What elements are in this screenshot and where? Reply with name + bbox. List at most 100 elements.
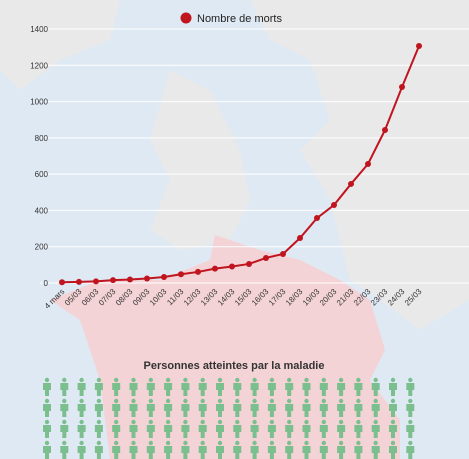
point xyxy=(76,278,82,285)
point xyxy=(263,254,269,261)
person-icon-head xyxy=(269,419,275,425)
person-icon-body xyxy=(406,383,415,396)
person-icon-head xyxy=(252,398,257,404)
person-icon-head xyxy=(183,398,188,404)
person-icon-head xyxy=(114,398,119,404)
point xyxy=(144,275,150,282)
person-icon-head xyxy=(148,440,153,446)
person-icon-body xyxy=(406,404,415,417)
person-icon-head xyxy=(269,377,275,383)
person-icon-head xyxy=(321,398,326,404)
point xyxy=(314,215,320,222)
point xyxy=(195,268,201,275)
person-icon-head xyxy=(114,419,119,425)
person-icon-head xyxy=(373,398,378,404)
person-icon-head xyxy=(235,398,240,404)
person-icon-body xyxy=(181,446,190,459)
person-icon-head xyxy=(408,440,413,446)
person-icon-head xyxy=(217,377,223,383)
person-icon-head xyxy=(321,377,326,383)
person-icon-head xyxy=(44,440,50,446)
person-icon-head xyxy=(321,419,326,425)
france xyxy=(50,235,400,459)
person-icon-body xyxy=(146,446,155,459)
person-icon-head xyxy=(356,377,361,383)
person-icon-head xyxy=(165,398,171,404)
person-icon-body xyxy=(250,446,259,459)
person-icon-body xyxy=(146,383,155,396)
person-icon-body xyxy=(112,404,121,417)
person-icon-body xyxy=(371,446,380,459)
y-tick-label: 1400 xyxy=(30,25,48,34)
point xyxy=(382,127,388,134)
person-icon-body xyxy=(371,404,380,417)
y-tick-label: 1200 xyxy=(30,61,48,70)
person-icon-head xyxy=(373,419,378,425)
person-icon-body xyxy=(337,404,346,417)
person-icon-head xyxy=(338,440,344,446)
person-icon-head xyxy=(148,398,153,404)
person-icon-head xyxy=(165,419,171,425)
person-icon-head xyxy=(44,377,50,383)
person-icon-head xyxy=(408,419,413,425)
person-icon-head xyxy=(131,419,136,425)
person-icon-body xyxy=(302,383,311,396)
person-icon-head xyxy=(373,377,378,383)
person-icon-body xyxy=(354,446,363,459)
person-icon-body xyxy=(60,404,69,417)
person-icon-head xyxy=(62,377,67,383)
person-icon-body xyxy=(216,425,224,438)
person-icon-head xyxy=(235,377,240,383)
person-icon-head xyxy=(338,377,344,383)
person-icon-body xyxy=(112,425,121,438)
person-icon-head xyxy=(252,377,257,383)
person-icon-body xyxy=(389,404,397,417)
person-icon-head xyxy=(62,419,67,425)
person-icon-body xyxy=(319,446,328,459)
person-icon-body xyxy=(337,383,346,396)
y-tick-label: 1000 xyxy=(30,98,48,107)
y-tick-label: 600 xyxy=(35,170,49,179)
person-icon-body xyxy=(164,425,173,438)
person-icon-head xyxy=(96,419,102,425)
person-icon-body xyxy=(77,425,86,438)
legend-label: Nombre de morts xyxy=(197,13,282,25)
person-icon-body xyxy=(285,425,294,438)
person-icon-body xyxy=(319,404,328,417)
person-icon-body xyxy=(267,446,276,459)
person-icon-head xyxy=(287,377,292,383)
person-icon-head xyxy=(304,419,309,425)
person-icon-body xyxy=(267,383,276,396)
person-icon-head xyxy=(235,419,240,425)
person-icon-head xyxy=(62,398,67,404)
person-icon-body xyxy=(77,383,86,396)
person-icon-body xyxy=(285,383,294,396)
person-icon-head xyxy=(390,377,396,383)
person-icon-head xyxy=(183,377,188,383)
person-icon-body xyxy=(181,404,190,417)
person-icon-body xyxy=(302,446,311,459)
person-icon-body xyxy=(198,425,207,438)
person-icon-body xyxy=(337,425,346,438)
person-icon-body xyxy=(198,446,207,459)
person-icon-body xyxy=(77,446,86,459)
person-icon-head xyxy=(287,440,292,446)
person-icon-head xyxy=(62,440,67,446)
person-icon-head xyxy=(200,419,205,425)
person-icon-body xyxy=(43,425,51,438)
person-icon-head xyxy=(131,377,136,383)
person-icon-body xyxy=(43,404,51,417)
person-icon-head xyxy=(252,440,257,446)
person-icon-body xyxy=(60,446,69,459)
y-tick-label: 800 xyxy=(35,134,49,143)
person-icon-head xyxy=(165,440,171,446)
person-icon-head xyxy=(79,440,84,446)
subtitle: Personnes atteintes par la maladie xyxy=(144,360,325,372)
person-icon-body xyxy=(164,404,173,417)
point xyxy=(59,279,65,286)
person-icon-head xyxy=(183,440,188,446)
person-icon-head xyxy=(338,419,344,425)
person-icon-head xyxy=(408,377,413,383)
person-icon-body xyxy=(354,425,363,438)
person-icon-body xyxy=(285,404,294,417)
